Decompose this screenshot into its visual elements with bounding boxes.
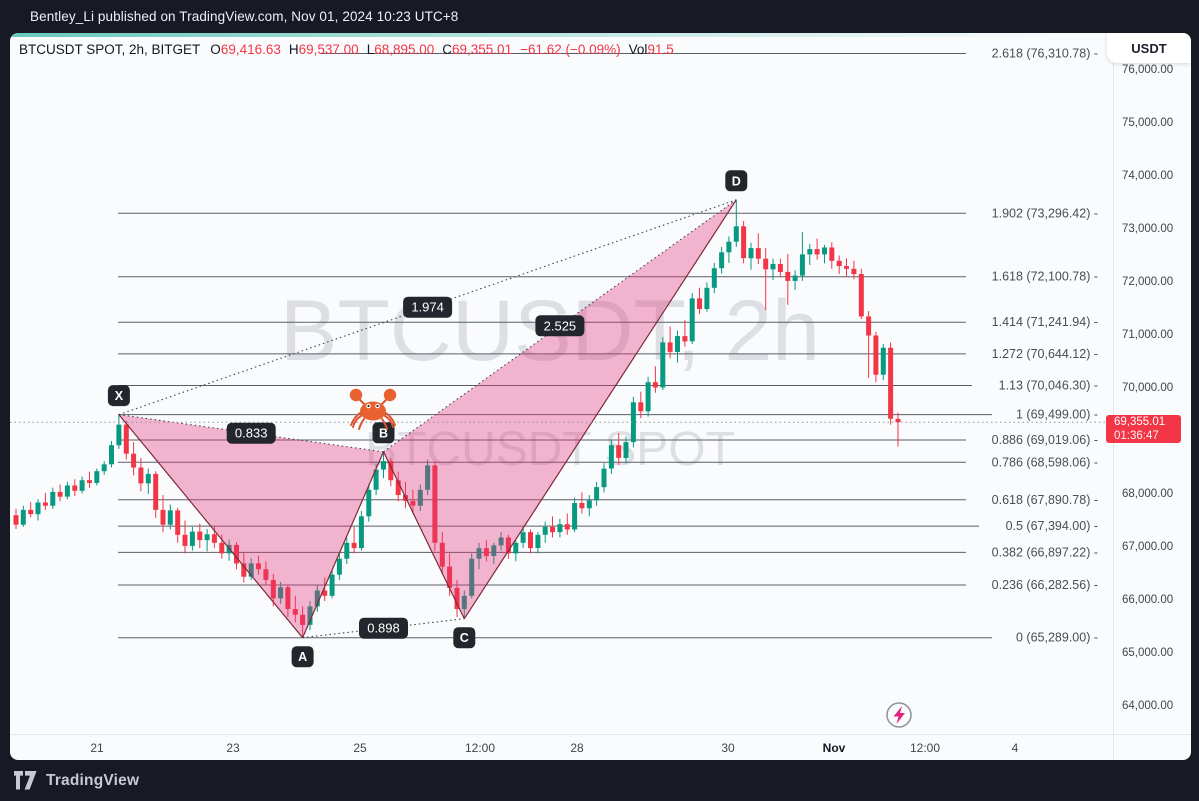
ohlc-close: C69,355.01 — [442, 41, 513, 57]
attribution-bar: Bentley_Li published on TradingView.com,… — [0, 0, 1199, 33]
time-tick: 4 — [1011, 741, 1019, 755]
svg-text:X: X — [115, 389, 124, 403]
price-tick: 66,000.00 — [1122, 594, 1174, 606]
change-value: −61.62 (−0.09%) — [520, 41, 621, 57]
ohlc-low: L68,895.00 — [366, 41, 435, 57]
attribution-text: Bentley_Li published on TradingView.com,… — [30, 9, 459, 24]
xabcd-pattern[interactable]: 0.833 0.898 1.974 2.525 X A B C — [10, 170, 1113, 668]
ratio-label-0.833[interactable]: 0.833 — [226, 422, 276, 444]
price-tick: 72,000.00 — [1122, 276, 1174, 288]
svg-text:1.618 (72,100.78) -: 1.618 (72,100.78) - — [992, 270, 1098, 284]
time-tick: 30 — [721, 741, 735, 755]
ratio-label-1.974[interactable]: 1.974 — [403, 296, 453, 318]
footer-bar: TradingView — [0, 760, 1199, 801]
svg-text:0.382 (66,897.22) -: 0.382 (66,897.22) - — [992, 545, 1098, 559]
svg-text:0.786 (68,598.06) -: 0.786 (68,598.06) - — [992, 455, 1098, 469]
price-tick: 68,000.00 — [1122, 488, 1174, 500]
price-tick: 71,000.00 — [1122, 329, 1174, 341]
svg-text:1.13 (70,046.30) -: 1.13 (70,046.30) - — [999, 379, 1098, 393]
tradingview-logo-icon — [14, 771, 37, 790]
current-price-label: 69,355.01 01:36:47 — [1106, 415, 1181, 443]
volume: Vol91.5 — [628, 41, 674, 57]
svg-text:0.833: 0.833 — [235, 426, 268, 441]
time-tick: 12:00 — [464, 741, 496, 755]
pattern-point-C[interactable]: C — [453, 627, 476, 649]
footer-brand-text: TradingView — [46, 771, 140, 789]
svg-text:0.236 (66,282.56) -: 0.236 (66,282.56) - — [992, 578, 1098, 592]
currency-label: USDT — [1131, 40, 1167, 56]
time-axis-separator — [10, 734, 1191, 735]
svg-text:1 (69,499.00) -: 1 (69,499.00) - — [1016, 408, 1098, 422]
svg-text:1.902 (73,296.42) -: 1.902 (73,296.42) - — [992, 206, 1098, 220]
price-tick: 73,000.00 — [1122, 223, 1174, 235]
ratio-label-0.898[interactable]: 0.898 — [359, 617, 408, 639]
svg-text:D: D — [732, 174, 741, 188]
svg-text:C: C — [460, 631, 469, 645]
pattern-point-D[interactable]: D — [725, 170, 748, 192]
svg-text:0.886 (69,019.06) -: 0.886 (69,019.06) - — [992, 433, 1098, 447]
tradingview-brand[interactable]: TradingView — [14, 771, 139, 790]
pattern-point-A[interactable]: A — [291, 646, 314, 668]
time-scale[interactable]: 21 23 25 12:00 28 30 Nov 12:00 4 — [10, 735, 1113, 760]
symbol-title[interactable]: BTCUSDT SPOT, 2h, BITGET — [19, 41, 201, 57]
price-tick: 75,000.00 — [1122, 117, 1174, 129]
symbol-header: BTCUSDT SPOT, 2h, BITGET O69,416.63 H69,… — [19, 40, 674, 58]
teal-highlight-strip — [10, 33, 1105, 37]
time-tick: 28 — [570, 741, 584, 755]
svg-text:1.974: 1.974 — [411, 300, 444, 315]
svg-text:2.525: 2.525 — [544, 318, 577, 333]
svg-text:0.898: 0.898 — [367, 621, 400, 636]
ohlc-open: O69,416.63 — [210, 41, 281, 57]
price-tick: 64,000.00 — [1122, 700, 1174, 712]
time-tick: Nov — [822, 741, 846, 755]
svg-text:0.618 (67,890.78) -: 0.618 (67,890.78) - — [992, 493, 1098, 507]
svg-text:2.618 (76,310.78) -: 2.618 (76,310.78) - — [992, 47, 1098, 61]
svg-text:1.272 (70,644.12) -: 1.272 (70,644.12) - — [992, 347, 1098, 361]
price-tick: 70,000.00 — [1122, 382, 1174, 394]
current-price-value: 69,355.01 — [1114, 416, 1166, 428]
svg-text:B: B — [379, 426, 388, 440]
crab-emoji — [349, 388, 397, 430]
svg-text:0.5 (67,394.00) -: 0.5 (67,394.00) - — [1006, 519, 1098, 533]
svg-text:0 (65,289.00) -: 0 (65,289.00) - — [1016, 631, 1098, 645]
pattern-point-B[interactable]: B — [372, 422, 395, 444]
fib-retracement[interactable]: 2.618 (76,310.78) - 1.902 (73,296.42) - 1.… — [118, 47, 1098, 645]
price-tick: 67,000.00 — [1122, 541, 1174, 553]
time-tick: 25 — [353, 741, 367, 755]
price-scale[interactable]: 76,000.00 75,000.00 74,000.00 73,000.00 72,0… — [1114, 33, 1191, 734]
svg-text:A: A — [298, 650, 307, 664]
ohlc-high: H69,537.00 — [288, 41, 359, 57]
price-tick: 76,000.00 — [1122, 64, 1174, 76]
price-axis-separator — [1113, 33, 1114, 760]
bolt-icon[interactable] — [886, 702, 912, 728]
svg-text:1.414 (71,241.94) -: 1.414 (71,241.94) - — [992, 315, 1098, 329]
ratio-label-2.525[interactable]: 2.525 — [535, 315, 585, 337]
pattern-point-X[interactable]: X — [107, 385, 130, 407]
price-tick: 74,000.00 — [1122, 170, 1174, 182]
currency-badge[interactable]: USDT — [1107, 33, 1191, 63]
time-tick: 12:00 — [909, 741, 941, 755]
time-tick: 21 — [90, 741, 104, 755]
time-tick: 23 — [226, 741, 240, 755]
price-tick: 65,000.00 — [1122, 647, 1174, 659]
bar-countdown: 01:36:47 — [1114, 429, 1159, 442]
